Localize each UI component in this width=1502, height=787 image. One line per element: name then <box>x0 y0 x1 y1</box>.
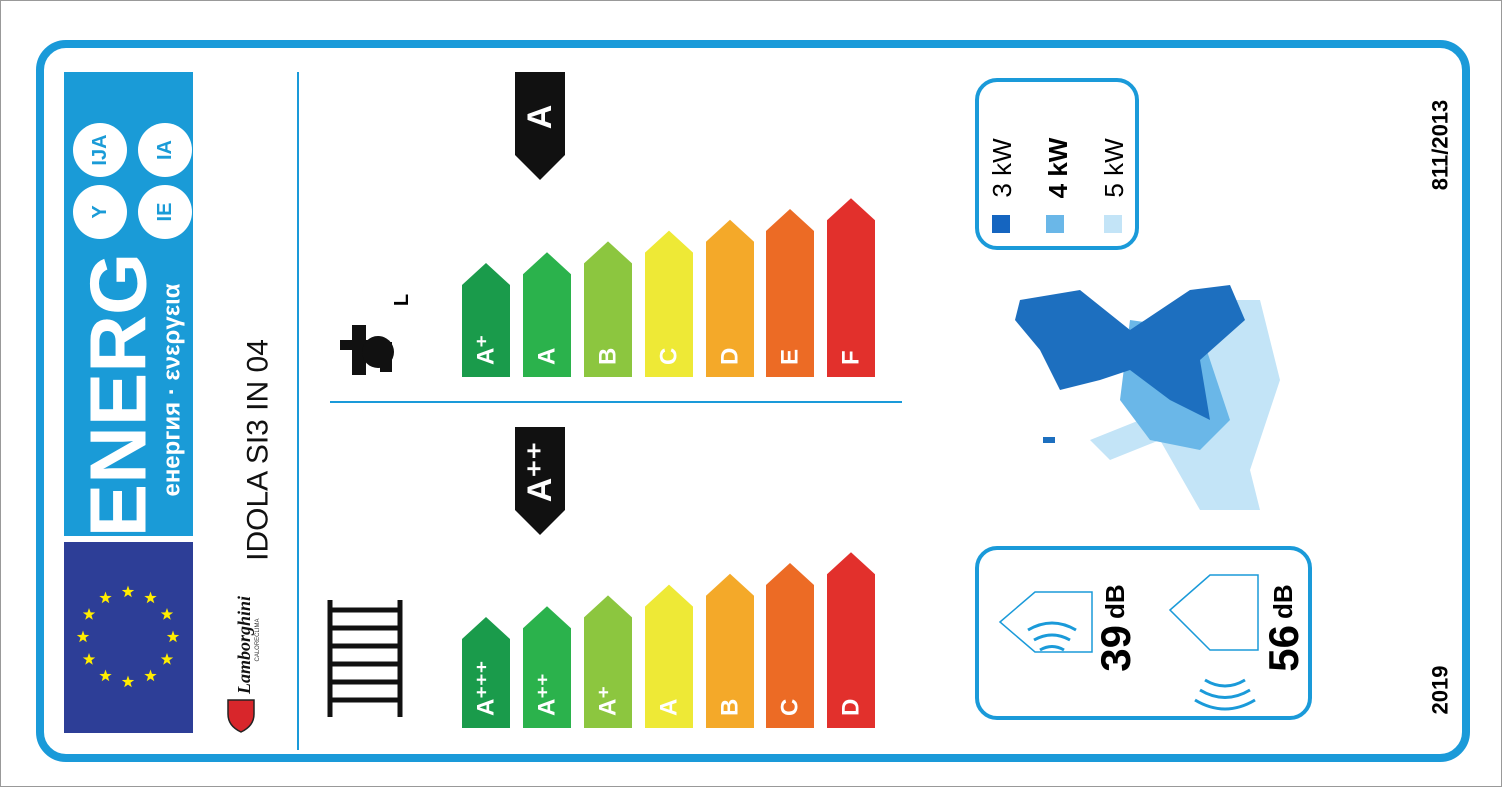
class-bar <box>706 573 754 728</box>
star <box>166 630 180 643</box>
class-bar <box>645 584 693 728</box>
star <box>82 653 96 665</box>
class-label: C <box>777 699 804 716</box>
star <box>82 608 96 620</box>
class-bar <box>827 552 875 728</box>
badge-label: IJA <box>89 134 111 165</box>
model-name: IDOLA SI3 IN 04 <box>242 339 275 561</box>
class-label: C <box>656 348 683 365</box>
sound-unit: dB <box>1268 584 1298 619</box>
sound-waves <box>1027 621 1256 711</box>
sound-unit: dB <box>1100 584 1130 619</box>
zone-swatch <box>1104 215 1122 233</box>
badge-label: Y <box>89 205 111 219</box>
class-bar <box>766 209 814 377</box>
class-label: B <box>595 348 622 365</box>
power-label: 4 kW <box>1043 137 1073 198</box>
class-label: A <box>656 699 683 716</box>
star <box>144 669 157 682</box>
sound-box <box>975 546 1312 720</box>
class-label: B <box>717 699 744 716</box>
star <box>121 585 135 598</box>
class-label: A <box>534 348 561 365</box>
class-label: D <box>717 348 744 365</box>
brand-logo <box>227 699 255 733</box>
class-bar <box>462 263 510 377</box>
star <box>121 675 135 688</box>
class-bar <box>766 563 814 728</box>
class-bar <box>584 241 632 377</box>
power-label: 5 kW <box>1099 138 1129 198</box>
rating-arrow <box>515 72 565 180</box>
class-bar <box>827 198 875 377</box>
class-bar <box>584 595 632 728</box>
badge <box>138 123 192 177</box>
rating-arrow <box>515 427 565 535</box>
outdoor-icon <box>1168 574 1259 651</box>
energy-word: ENERG <box>74 253 163 538</box>
class-label: A⁺ <box>473 335 500 365</box>
badge-label: IA <box>154 140 176 160</box>
class-label: E <box>777 349 804 365</box>
class-bar <box>706 219 754 377</box>
year: 2019 <box>1428 666 1453 715</box>
class-label: A⁺⁺ <box>534 673 561 716</box>
badge <box>73 185 127 239</box>
class-label: A⁺ <box>595 686 622 716</box>
indoor-sound: 39 dB <box>1092 584 1139 671</box>
star <box>76 630 90 643</box>
sound-value: 39 <box>1092 625 1139 672</box>
badge <box>138 185 192 239</box>
energy-subtitle: енергия · ενεργεια <box>159 283 186 496</box>
power-label: 3 kW <box>987 138 1017 198</box>
class-bar <box>462 617 510 728</box>
star <box>144 591 157 604</box>
brand-name: Lamborghini <box>234 596 254 695</box>
class-bar <box>523 252 571 377</box>
class-label: A⁺⁺⁺ <box>473 661 500 716</box>
rating-label: A <box>521 105 559 130</box>
badge-label: IE <box>154 203 176 222</box>
faucet-icon <box>340 325 394 375</box>
regulation: 811/2013 <box>1428 100 1453 191</box>
star <box>99 669 112 682</box>
label-frame <box>36 40 1470 762</box>
indoor-icon <box>998 591 1093 653</box>
zone-swatch <box>1046 215 1064 233</box>
badge <box>73 123 127 177</box>
brand-sub: CALORECLIMA <box>255 618 261 661</box>
star <box>99 591 112 604</box>
zone-swatch <box>992 215 1010 233</box>
class-label: D <box>838 699 865 716</box>
sound-value: 56 <box>1260 625 1307 672</box>
star <box>160 608 174 620</box>
class-label: F <box>838 350 865 365</box>
rating-label: A⁺⁺ <box>521 442 559 502</box>
class-bar <box>523 606 571 728</box>
star <box>160 653 174 665</box>
climate-map <box>1015 285 1280 510</box>
outdoor-sound: 56 dB <box>1260 584 1307 671</box>
load-profile: L <box>391 294 413 306</box>
class-bar <box>645 230 693 377</box>
radiator-icon <box>327 600 403 717</box>
eu-stars <box>76 585 180 688</box>
power-box <box>975 78 1139 250</box>
supplier-area <box>198 72 290 750</box>
